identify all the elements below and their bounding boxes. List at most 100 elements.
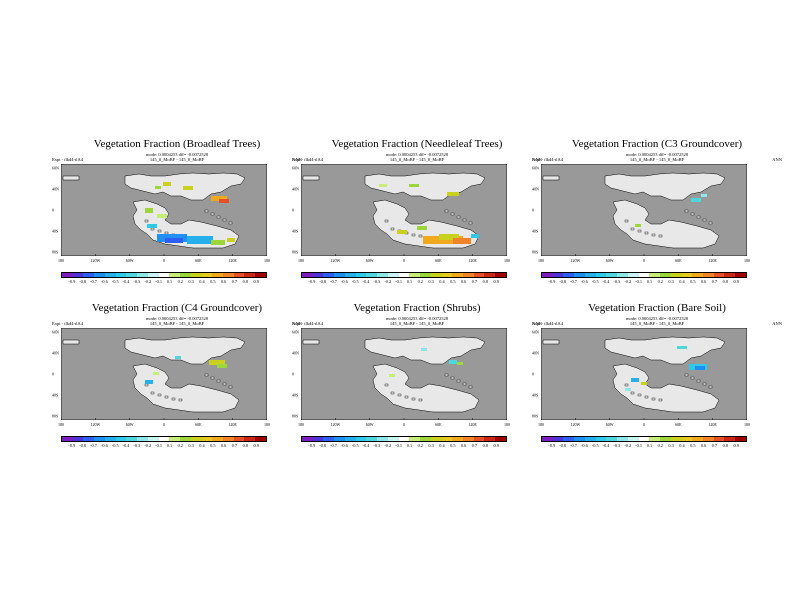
colorbar-swatch (627, 437, 639, 441)
colorbar-swatch (627, 273, 639, 277)
longitude-label: 120W (570, 422, 581, 427)
longitude-label: 180 (538, 422, 544, 427)
latitude-label: 60N (52, 165, 59, 171)
island (637, 229, 642, 233)
island (228, 221, 233, 225)
colorbar-swatch (638, 437, 650, 441)
colorbar-tick-label: 0.5 (450, 279, 456, 284)
colorbar-tick-label: -0.9 (308, 443, 316, 448)
colorbar-swatch (574, 437, 585, 441)
colorbar-swatch (606, 273, 618, 277)
latitude-label: 80S (52, 249, 59, 255)
colorbar-swatch (158, 437, 170, 441)
colorbar-swatch (223, 273, 234, 277)
island (456, 215, 461, 219)
colorbar-tick-label: -0.3 (373, 279, 381, 284)
anomaly-patch (211, 240, 225, 245)
colorbar-tick-label: -0.5 (591, 443, 599, 448)
colorbar-swatch (201, 437, 213, 441)
island (624, 383, 629, 387)
run-label: 145_0_MoBF - 145_0_MoBF (389, 157, 445, 162)
colorbar-swatch (692, 273, 704, 277)
colorbar-swatch (552, 437, 564, 441)
colorbar-swatch (223, 437, 234, 441)
run-label: 145_0_MoBF - 145_0_MoBF (389, 321, 445, 326)
colorbar-swatch (552, 273, 564, 277)
panel-title: Vegetation Fraction (Bare Soil) (588, 302, 726, 314)
colorbar-swatch (344, 437, 356, 441)
island (468, 385, 473, 389)
map-panel-needleleaf: Vegetation Fraction (Needleleaf Trees) m… (292, 138, 542, 308)
colorbar-swatch (137, 273, 148, 277)
colorbar-swatch (398, 273, 410, 277)
island (444, 373, 449, 377)
colorbar-tick-label: 0.1 (646, 279, 653, 284)
colorbar-swatch (670, 437, 682, 441)
panel-title: Vegetation Fraction (Shrubs) (353, 302, 481, 314)
colorbar-swatch (542, 273, 553, 277)
land-mass (364, 172, 486, 201)
colorbar-tick-label: 0.7 (711, 443, 718, 448)
map-area: 60N 40N 0 40S 80S 180 120W 60W 0 60E 120E 180 (532, 164, 750, 263)
colorbar-swatch (180, 437, 191, 441)
island (450, 376, 455, 380)
latitude-label: 60N (532, 329, 539, 335)
island (708, 385, 713, 389)
colorbar-swatch (463, 437, 474, 441)
colorbar-swatch (574, 273, 585, 277)
season-label: ANN (292, 321, 302, 326)
island (411, 233, 416, 237)
colorbar-tick-label: 0.6 (460, 279, 467, 284)
colorbar-tick-label: -0.2 (624, 443, 632, 448)
land-mass (604, 336, 726, 365)
longitude-label: 120E (708, 422, 717, 427)
island (684, 209, 689, 213)
map-area: 60N 40N 0 40S 80S 180 120W 60W 0 60E 120E 180 (532, 328, 750, 427)
colorbar-swatch (660, 437, 671, 441)
anomaly-patch (695, 366, 705, 370)
colorbar-tick-label: -0.4 (602, 279, 610, 284)
map-area: 60N 40N 0 40S 80S 180 120W 60W 0 60E 120E 180 (52, 164, 270, 263)
anomaly-patch (625, 388, 631, 391)
colorbar-tick-label: 0.9 (733, 279, 739, 284)
colorbar-tick-label: -0.6 (100, 443, 108, 448)
colorbar-tick-label: -0.1 (635, 443, 642, 448)
longitude-label: 0 (163, 258, 165, 263)
colorbar-swatch (563, 437, 575, 441)
map-panel-broadleaf: Vegetation Fraction (Broadleaf Trees) mo… (52, 138, 302, 308)
island (404, 395, 409, 399)
colorbar-swatch (62, 437, 73, 441)
island (384, 383, 389, 387)
island (462, 382, 467, 386)
colorbar-tick-label: 0.3 (428, 279, 434, 284)
colorbar-swatch (649, 273, 661, 277)
colorbar-swatch (595, 437, 607, 441)
anomaly-patch (219, 199, 229, 203)
anomaly-patch (389, 374, 395, 377)
island (210, 376, 215, 380)
colorbar-swatch (441, 273, 453, 277)
colorbar-tick-label: 0.1 (646, 443, 653, 448)
colorbar-tick-label: 0.9 (493, 443, 499, 448)
longitude-label: 180 (744, 422, 750, 427)
colorbar-tick-label: -0.1 (395, 279, 402, 284)
colorbar-tick-label: 0.3 (668, 279, 674, 284)
colorbar-ticks: -0.9 -0.8 -0.7 -0.6 -0.5 -0.4 -0.3 -0.2 -0.1 0.1 0… (61, 279, 267, 287)
latitude-label: 0 (52, 371, 54, 377)
colorbar (541, 436, 747, 442)
island (390, 227, 395, 231)
colorbar-swatch (617, 437, 628, 441)
anomaly-patch (217, 364, 227, 368)
colorbar-tick-label: -0.5 (111, 443, 119, 448)
colorbar-swatch (670, 273, 682, 277)
island (397, 393, 402, 397)
island (658, 234, 663, 238)
island (216, 379, 221, 383)
island (658, 398, 663, 402)
colorbar-swatch (495, 273, 506, 277)
mode-diff-label: mode: 0.0004253 dff= -0.0072528 (145, 316, 209, 321)
island (178, 398, 183, 402)
colorbar-swatch (104, 273, 116, 277)
island (462, 218, 467, 222)
colorbar-tick-label: -0.3 (613, 279, 621, 284)
